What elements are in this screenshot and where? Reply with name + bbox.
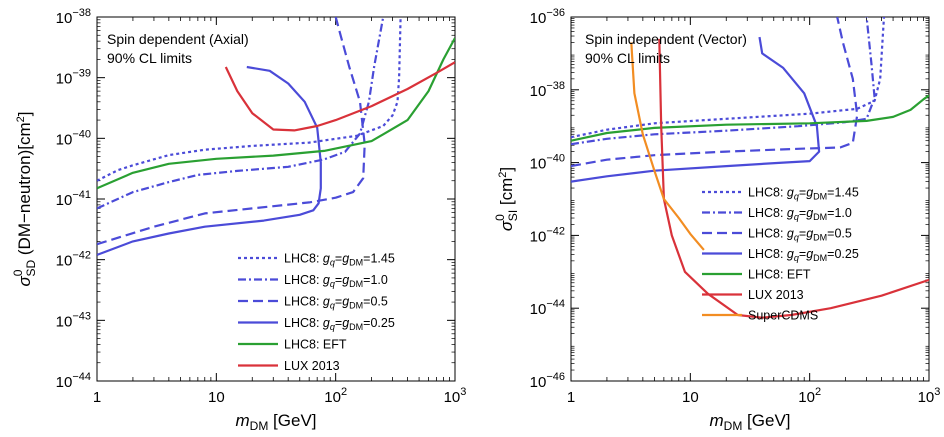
series-line-supercdms bbox=[630, 42, 705, 251]
legend-label: LUX 2013 bbox=[748, 288, 804, 302]
y-axis-label: σ0SI [cm2] bbox=[493, 167, 520, 231]
series-line-lhc8-g-q-g-dm-1-0 bbox=[97, 17, 385, 210]
x-tick-label: 102 bbox=[324, 386, 347, 406]
plot-frame bbox=[570, 16, 930, 382]
legend-label: SuperCDMS bbox=[748, 309, 818, 323]
x-axis-label: mDM [GeV] bbox=[709, 411, 790, 433]
series-line-lhc8-g-q-g-dm-1-45 bbox=[97, 17, 402, 182]
y-tick-label: 10−38 bbox=[56, 7, 91, 27]
y-tick-label: 10−43 bbox=[56, 310, 91, 330]
x-tick-label: 10 bbox=[208, 389, 225, 406]
x-tick-label: 102 bbox=[798, 386, 821, 406]
series-group bbox=[571, 17, 929, 319]
annotation-text: 90% CL limits bbox=[107, 50, 192, 66]
legend-label: LHC8: gq=gDM=1.45 bbox=[284, 252, 395, 268]
y-tick-label: 10−39 bbox=[56, 68, 91, 88]
series-line-lux-2013 bbox=[658, 38, 929, 319]
series-line-lhc8-g-q-g-dm-0-25 bbox=[571, 36, 821, 183]
series-line-lhc8-g-q-g-dm-0-5 bbox=[97, 17, 366, 246]
y-tick-label: 10−40 bbox=[56, 128, 91, 148]
plot-frame bbox=[96, 16, 456, 382]
right-panel-spin-independent: 1 10 102 103 10−36 10−38 10−40 10−42 10−44 10−46 S… bbox=[493, 7, 940, 433]
x-axis-label: mDM [GeV] bbox=[235, 411, 316, 433]
legend-label: LHC8: EFT bbox=[748, 268, 811, 282]
y-tick-label: 10−41 bbox=[56, 189, 91, 209]
y-tick-label: 10−46 bbox=[530, 371, 565, 391]
series-line-lux-2013 bbox=[224, 61, 455, 132]
x-tick-label: 103 bbox=[918, 386, 941, 406]
y-tick-label: 10−44 bbox=[530, 298, 565, 318]
left-panel-spin-dependent: 1 10 102 103 10−38 10−39 10−40 10−41 10−42 10−43 1… bbox=[11, 7, 466, 433]
annotation-text: Spin dependent (Axial) bbox=[107, 31, 249, 47]
y-axis-label: σ0SD (DM−neutron)[cm2] bbox=[11, 112, 38, 287]
series-line-lhc8-eft bbox=[571, 94, 929, 142]
y-tick-label: 10−40 bbox=[530, 153, 565, 173]
series-line-lhc8-g-q-g-dm-0-25 bbox=[97, 65, 322, 256]
y-tick-label: 10−44 bbox=[56, 371, 91, 391]
legend-label: LHC8: gq=gDM=0.25 bbox=[284, 316, 395, 332]
annotation-text: Spin independent (Vector) bbox=[585, 31, 747, 47]
legend-label: LUX 2013 bbox=[284, 359, 340, 373]
x-tick-label: 103 bbox=[444, 386, 467, 406]
legend-label: LHC8: gq=gDM=1.0 bbox=[748, 206, 852, 222]
series-line-lhc8-g-q-g-dm-1-45 bbox=[571, 17, 886, 139]
annotation-text: 90% CL limits bbox=[585, 50, 670, 66]
x-tick-label: 1 bbox=[567, 389, 575, 406]
legend-label: LHC8: gq=gDM=0.5 bbox=[284, 295, 388, 311]
y-tick-label: 10−38 bbox=[530, 80, 565, 100]
x-tick-label: 10 bbox=[682, 389, 699, 406]
y-tick-label: 10−36 bbox=[530, 7, 565, 27]
legend-label: LHC8: gq=gDM=0.25 bbox=[748, 247, 859, 263]
legend-label: LHC8: EFT bbox=[284, 338, 347, 352]
y-tick-label: 10−42 bbox=[530, 225, 565, 245]
series-group bbox=[97, 17, 455, 256]
legend-label: LHC8: gq=gDM=1.45 bbox=[748, 186, 859, 202]
legend-label: LHC8: gq=gDM=1.0 bbox=[284, 273, 388, 289]
legend-label: LHC8: gq=gDM=0.5 bbox=[748, 227, 852, 243]
series-line-lhc8-eft bbox=[97, 37, 455, 190]
series-line-lhc8-g-q-g-dm-0-5 bbox=[571, 17, 859, 168]
series-line-lhc8-g-q-g-dm-1-0 bbox=[571, 17, 876, 146]
y-tick-label: 10−42 bbox=[56, 250, 91, 270]
x-tick-label: 1 bbox=[93, 389, 101, 406]
